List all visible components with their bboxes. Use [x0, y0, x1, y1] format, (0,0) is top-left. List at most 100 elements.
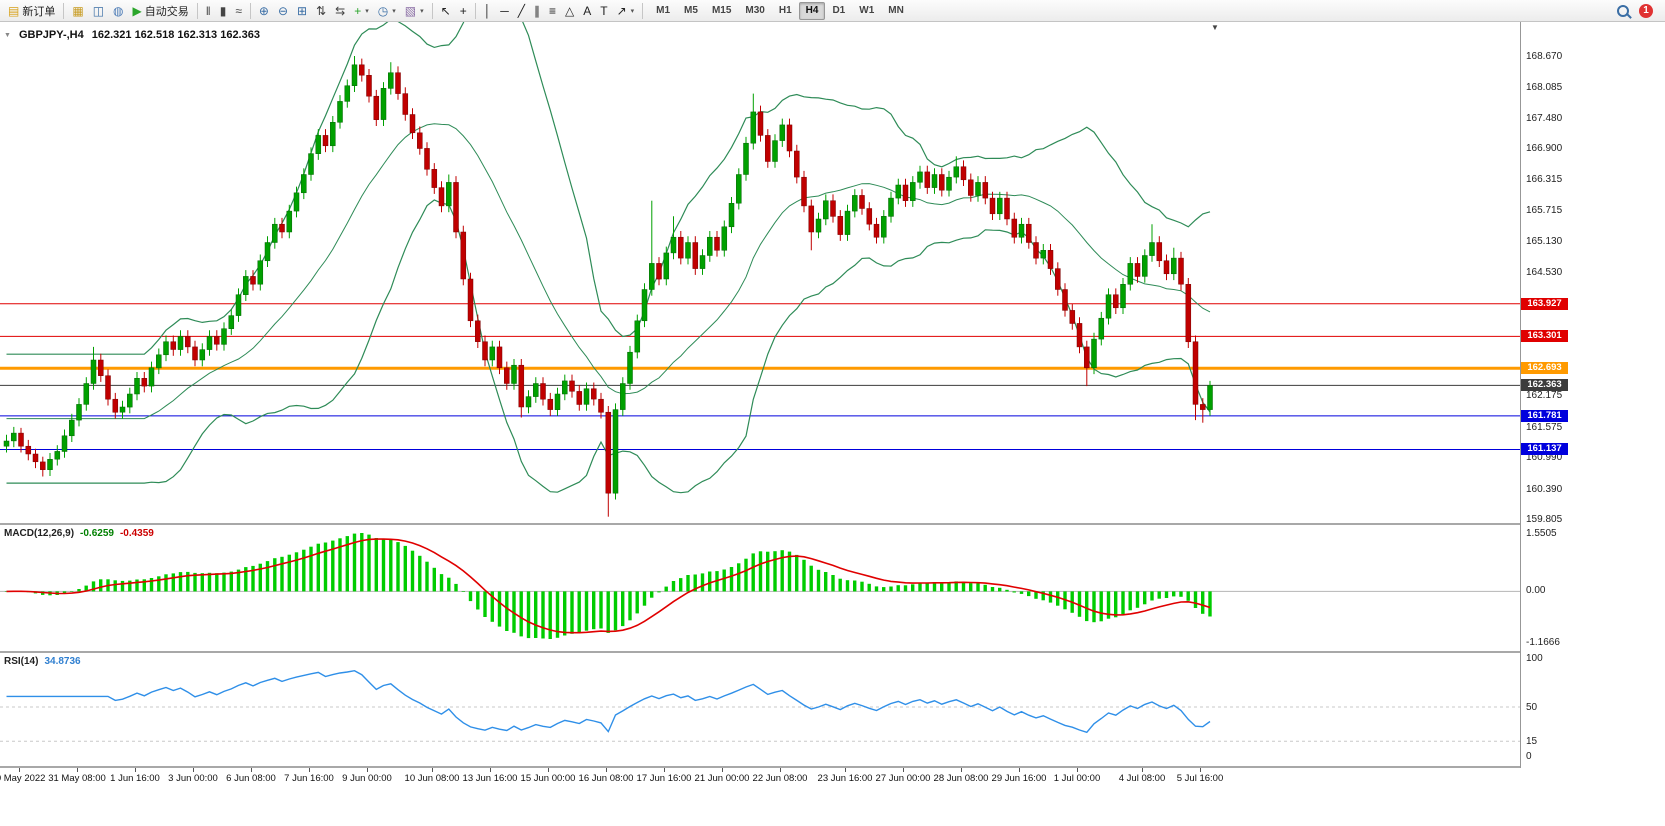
- time-axis-tick: [845, 768, 846, 772]
- charts-window-icon[interactable]: ▦: [68, 1, 87, 21]
- macd-histogram-bar: [969, 583, 973, 592]
- tile-windows-icon[interactable]: ⊞: [293, 1, 311, 21]
- candle: [170, 335, 177, 356]
- timeframe-mn[interactable]: MN: [888, 4, 904, 16]
- main-price-chart[interactable]: [0, 22, 1520, 523]
- channel-icon[interactable]: ∥: [530, 1, 544, 21]
- macd-histogram-bar: [896, 585, 900, 592]
- time-axis-label: 9 Jun 00:00: [342, 773, 392, 784]
- vertical-line-icon[interactable]: │: [480, 1, 496, 21]
- macd-histogram-bar: [1164, 591, 1169, 598]
- timeframe-d1[interactable]: D1: [832, 4, 846, 16]
- arrows-tool-icon[interactable]: ↗ ▾: [613, 1, 639, 21]
- zoom-in-icon[interactable]: ⊕: [255, 1, 273, 21]
- candle: [852, 189, 858, 218]
- timeframe-m15[interactable]: M15: [711, 4, 732, 16]
- macd-histogram-bar: [193, 572, 197, 592]
- macd-histogram-bar: [367, 534, 371, 592]
- candle: [786, 118, 793, 158]
- macd-histogram-bar: [657, 591, 661, 593]
- notification-badge[interactable]: 1: [1639, 3, 1653, 18]
- candle: [438, 181, 445, 213]
- price-axis-label: 160.390: [1526, 484, 1563, 495]
- new-order-button[interactable]: ▤ 新订单: [4, 1, 59, 21]
- horizontal-line-icon[interactable]: ─: [496, 1, 513, 21]
- candle: [1178, 251, 1184, 291]
- cursor-icon[interactable]: ↖: [437, 1, 455, 21]
- candle: [910, 176, 916, 207]
- panel-splitter[interactable]: [0, 523, 1665, 525]
- line-chart-icon[interactable]: ≈: [231, 1, 246, 21]
- periods-button[interactable]: ◷ ▾: [374, 1, 400, 21]
- rsi-indicator-panel[interactable]: [0, 653, 1520, 766]
- chart-shift-icon[interactable]: ⇆: [331, 1, 349, 21]
- candle: [475, 314, 481, 348]
- timeframe-m1[interactable]: M1: [656, 4, 671, 16]
- macd-histogram-bar: [280, 556, 284, 592]
- search-icon[interactable]: [1617, 4, 1629, 17]
- rsi-name: RSI(14): [4, 656, 39, 667]
- panel-splitter[interactable]: [0, 651, 1665, 653]
- candle: [1062, 283, 1068, 317]
- candle: [591, 382, 597, 406]
- macd-histogram-bar: [273, 558, 277, 592]
- rsi-axis-label: 0: [1526, 751, 1532, 762]
- panel-splitter[interactable]: [0, 766, 1665, 768]
- macd-histogram-bar: [222, 572, 226, 592]
- bar-chart-icon[interactable]: ‖: [202, 1, 215, 21]
- candle: [69, 413, 75, 442]
- zoom-out-icon[interactable]: ⊖: [274, 1, 292, 21]
- time-axis-tick: [135, 768, 136, 772]
- macd-histogram-bar: [700, 573, 705, 592]
- candle: [105, 369, 111, 406]
- candle: [409, 108, 416, 139]
- macd-histogram-bar: [722, 569, 726, 592]
- macd-histogram-bar: [563, 591, 567, 636]
- timeframe-m5[interactable]: M5: [684, 4, 698, 16]
- time-axis-label: 4 Jul 08:00: [1118, 773, 1166, 784]
- auto-scroll-icon[interactable]: ⇅: [312, 1, 330, 21]
- candle: [453, 176, 459, 239]
- macd-histogram-bar: [1208, 591, 1212, 617]
- time-axis-label: 29 Jun 16:00: [991, 773, 1047, 784]
- text-icon[interactable]: A: [579, 1, 595, 21]
- shapes-icon[interactable]: △: [561, 1, 578, 21]
- candle: [583, 382, 590, 411]
- macd-axis-label: 1.5505: [1526, 528, 1557, 539]
- macd-indicator-panel[interactable]: [0, 525, 1520, 651]
- macd-histogram-bar: [809, 565, 813, 592]
- timeframe-w1[interactable]: W1: [859, 4, 875, 16]
- chart-shift-marker-icon[interactable]: ▼: [1211, 23, 1219, 32]
- candle: [1091, 332, 1097, 375]
- candle: [141, 372, 148, 393]
- fibonacci-icon[interactable]: ≡: [545, 1, 560, 21]
- macd-histogram-bar: [635, 591, 639, 614]
- price-axis-label: 162.175: [1526, 390, 1563, 401]
- price-axis[interactable]: 168.670 168.085 167.480 166.900 166.315 165.7…: [1520, 22, 1665, 768]
- macd-histogram-bar: [4, 591, 9, 592]
- candlestick-chart-icon[interactable]: ▮: [216, 1, 231, 21]
- crosshair-icon[interactable]: +: [456, 1, 471, 21]
- templates-button[interactable]: ▧ ▾: [401, 1, 428, 21]
- price-axis-label: 161.575: [1526, 422, 1563, 433]
- macd-histogram-bar: [599, 591, 603, 629]
- time-axis-tick: [961, 768, 962, 772]
- text-label-icon[interactable]: T: [596, 1, 611, 21]
- chart-window[interactable]: ▼ GBPJPY-,H4 162.321 162.518 162.313 162…: [0, 22, 1520, 768]
- timeframe-m30[interactable]: M30: [745, 4, 765, 16]
- timeframe-h1[interactable]: H1: [778, 4, 792, 16]
- candle: [982, 176, 989, 205]
- trendline-icon[interactable]: ╱: [514, 1, 529, 21]
- macd-histogram-bar: [1186, 591, 1190, 601]
- market-watch-icon[interactable]: ◫: [89, 1, 108, 21]
- symbol-ohlc-values: 162.321 162.518 162.313 162.363: [91, 29, 260, 41]
- support-2-badge: 161.137: [1521, 443, 1568, 455]
- indicators-button[interactable]: + ▾: [350, 1, 373, 21]
- autotrading-button[interactable]: ▶ 自动交易: [129, 1, 193, 21]
- navigator-icon[interactable]: ◍: [109, 1, 127, 21]
- timeframe-h4[interactable]: H4: [798, 1, 826, 20]
- caret-down-icon: ▾: [392, 7, 396, 15]
- macd-histogram-bar: [787, 551, 792, 592]
- macd-histogram-bar: [737, 563, 741, 592]
